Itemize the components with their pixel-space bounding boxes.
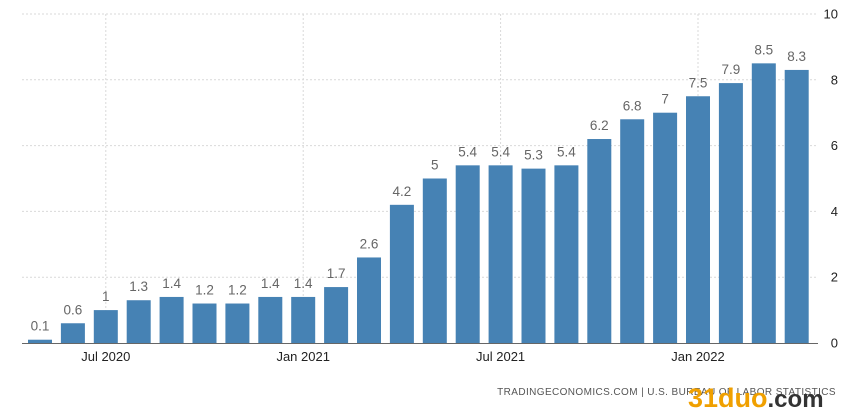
bar	[751, 63, 776, 343]
bar	[587, 139, 612, 343]
bar	[159, 296, 184, 343]
bar-value-label: 5.4	[458, 144, 477, 159]
y-tick-label: 8	[831, 72, 838, 87]
bar	[521, 168, 546, 343]
bar	[291, 296, 316, 343]
source-credit: TRADINGECONOMICS.COM | U.S. BUREAU OF LA…	[497, 387, 836, 398]
x-tick-label: Jan 2022	[671, 349, 725, 364]
bar-value-label: 5.3	[524, 148, 543, 163]
y-tick-label: 6	[831, 138, 838, 153]
bar-value-label: 1.4	[294, 276, 313, 291]
watermark: 31duo.com	[688, 383, 824, 414]
bar	[225, 303, 250, 343]
bar-value-label: 1.4	[261, 276, 280, 291]
y-tick-label: 10	[824, 7, 838, 22]
bar-value-label: 8.3	[787, 49, 806, 64]
bar	[357, 257, 381, 343]
bars	[28, 63, 809, 344]
x-tick-label: Jan 2021	[276, 349, 330, 364]
bar-value-label: 6.2	[590, 118, 609, 133]
bar	[192, 303, 217, 343]
x-tick-label: Jul 2021	[476, 349, 525, 364]
bar	[28, 339, 52, 343]
bar-value-label: 1.3	[129, 279, 148, 294]
bar-value-label: 7.9	[722, 62, 741, 77]
y-tick-label: 0	[831, 336, 838, 351]
bar	[784, 69, 809, 344]
y-tick-label: 4	[831, 204, 838, 219]
bar-value-label: 7.5	[689, 75, 708, 90]
bar-value-label: 5.4	[557, 144, 576, 159]
bar-value-label: 5	[431, 158, 439, 173]
bar	[686, 96, 710, 343]
y-tick-label: 2	[831, 270, 838, 285]
bar	[258, 296, 283, 343]
watermark-suffix: .com	[767, 386, 824, 413]
bar-value-label: 1.7	[327, 266, 346, 281]
bar-value-label: 8.5	[754, 42, 773, 57]
y-axis: 0 2 4 6 8 10	[824, 7, 838, 351]
bar-value-label: 1	[102, 289, 110, 304]
bar-value-label: 0.1	[31, 319, 50, 334]
x-tick-label: Jul 2020	[81, 349, 130, 364]
bar-value-label: 7	[661, 92, 669, 107]
bar	[324, 287, 349, 343]
bar-value-label: 1.4	[162, 276, 181, 291]
bar-value-label: 2.6	[360, 236, 379, 251]
watermark-text: 31duo	[688, 383, 768, 413]
bar	[718, 83, 743, 343]
bar-value-label: 0.6	[64, 302, 83, 317]
bar	[93, 310, 118, 343]
bar-value-label: 6.8	[623, 98, 642, 113]
x-axis: Jul 2020 Jan 2021 Jul 2021 Jan 2022	[81, 349, 725, 364]
bar	[488, 165, 513, 343]
bar-value-label: 1.2	[195, 283, 214, 298]
data-labels: 0.1 0.6 1 1.3 1.4 1.2 1.2 1.4 1.4 1.7 2.6 4.2 5 5.4 5.…	[31, 42, 806, 333]
bar-value-label: 5.4	[491, 144, 510, 159]
bar	[389, 204, 414, 343]
bar	[620, 119, 645, 343]
bar	[455, 165, 480, 343]
bar	[653, 112, 678, 343]
bar	[422, 178, 447, 343]
bar	[126, 300, 151, 343]
bar	[554, 165, 579, 343]
bar-value-label: 1.2	[228, 283, 247, 298]
bar-value-label: 4.2	[393, 184, 412, 199]
bar	[60, 323, 85, 343]
